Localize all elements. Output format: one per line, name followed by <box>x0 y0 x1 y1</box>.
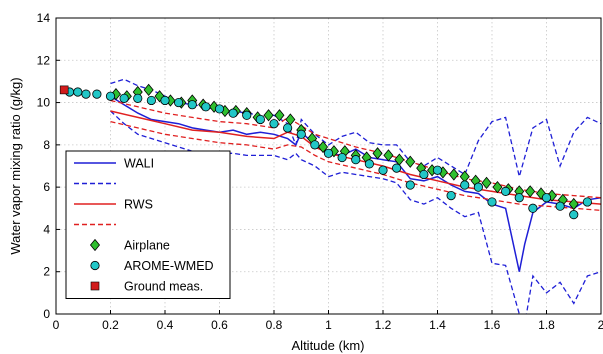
arome-wmed-point <box>160 95 170 106</box>
arome-wmed-point <box>214 104 225 114</box>
arome-wmed-point <box>582 197 592 207</box>
y-tick-label: 0 <box>43 307 50 321</box>
airplane-point <box>568 197 579 211</box>
y-tick-label: 4 <box>43 222 50 236</box>
arome-wmed-point <box>446 191 456 201</box>
x-tick-label: 1.8 <box>538 318 555 332</box>
arome-wmed-point <box>201 102 211 112</box>
arome-wmed-point <box>392 163 402 173</box>
airplane-point <box>372 147 383 160</box>
arome-wmed-point <box>514 193 524 203</box>
airplane-point <box>405 155 416 168</box>
arome-wmed-point <box>255 114 265 125</box>
arome-wmed-point <box>351 155 361 165</box>
airplane-point <box>383 149 394 162</box>
y-tick-label: 10 <box>37 96 51 110</box>
y-tick-label: 8 <box>43 138 50 152</box>
x-tick-label: 0.6 <box>211 318 228 332</box>
x-tick-label: 2 <box>598 318 603 332</box>
x-tick-label: 1 <box>325 318 332 332</box>
uncertainty-line <box>110 120 601 212</box>
arome-wmed-point <box>92 89 102 99</box>
y-tick-label: 6 <box>43 180 50 194</box>
arome-wmed-point <box>528 203 538 213</box>
airplane-point <box>318 140 329 154</box>
arome-wmed-point <box>146 95 156 106</box>
x-tick-label: 0.4 <box>157 318 174 332</box>
legend-label: Airplane <box>124 239 170 253</box>
ground-meas-point <box>59 85 69 95</box>
airplane-point <box>274 109 285 122</box>
y-axis-label: Water vapor mixing ratio (g/kg) <box>8 77 23 254</box>
airplane-point <box>525 185 536 198</box>
arome-wmed-point <box>487 197 497 207</box>
arome-wmed-point <box>73 87 83 97</box>
arome-wmed-point <box>81 89 91 99</box>
legend: WALI RWS Airplane AROME-WMED Ground meas. <box>65 150 231 299</box>
arome-wmed-point <box>501 186 511 196</box>
legend-swatch-marker <box>90 281 100 291</box>
x-tick-label: 1.4 <box>429 318 446 332</box>
x-tick-label: 1.2 <box>375 318 392 332</box>
airplane-point <box>492 181 503 194</box>
arome-wmed-point <box>555 201 565 211</box>
arome-wmed-point <box>405 180 415 190</box>
y-tick-label: 14 <box>37 11 51 25</box>
arome-wmed-point <box>432 165 443 175</box>
arome-wmed-point <box>569 210 579 220</box>
arome-wmed-point <box>283 123 293 133</box>
arome-wmed-point <box>119 93 129 103</box>
x-axis-label: Altitude (km) <box>292 338 365 353</box>
x-tick-label: 0.8 <box>266 318 283 332</box>
legend-label: AROME-WMED <box>124 259 214 273</box>
arome-wmed-point <box>310 140 320 150</box>
airplane-point <box>263 109 274 122</box>
x-tick-label: 0.2 <box>102 318 119 332</box>
legend-label: Ground meas. <box>124 280 203 294</box>
arome-wmed-point <box>105 91 116 101</box>
x-tick-label: 1.6 <box>484 318 501 332</box>
arome-wmed-point <box>323 148 334 158</box>
y-tick-label: 12 <box>37 53 51 67</box>
arome-wmed-point <box>133 93 143 103</box>
arome-wmed-point <box>473 182 483 192</box>
y-tick-label: 2 <box>43 265 50 279</box>
arome-wmed-point <box>296 129 306 139</box>
arome-wmed-point <box>541 193 552 203</box>
arome-wmed-point <box>242 110 252 120</box>
legend-swatch-marker <box>90 260 100 271</box>
arome-wmed-point <box>228 108 238 118</box>
wali-line <box>110 95 601 272</box>
legend-label: RWS <box>124 198 153 212</box>
x-tick-label: 0 <box>53 318 60 332</box>
legend-swatch-marker <box>89 238 101 252</box>
airplane-point <box>143 83 154 97</box>
ticks: 0 0.2 0.4 0.6 0.8 1 1.2 1.4 1.6 1.8 2 0 2 4 6 8 10 12 14 <box>37 11 603 332</box>
arome-wmed-point <box>269 119 279 129</box>
arome-wmed-point <box>419 169 429 180</box>
airplane-point <box>448 168 459 181</box>
arome-wmed-point <box>378 165 388 175</box>
arome-wmed-point <box>174 97 184 108</box>
arome-wmed-point <box>460 180 470 190</box>
arome-wmed-point <box>364 159 374 169</box>
arome-wmed-point <box>187 100 197 110</box>
airplane-point <box>481 176 492 190</box>
arome-wmed-point <box>337 152 347 163</box>
legend-label: WALI <box>124 157 154 171</box>
